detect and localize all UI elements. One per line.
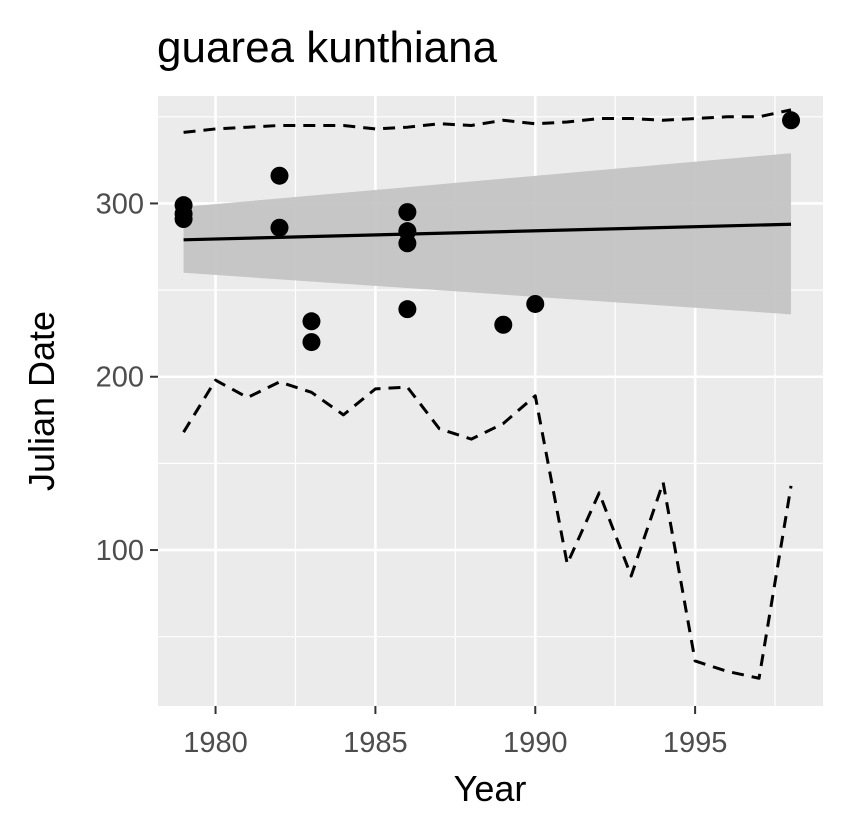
data-point: [302, 312, 321, 331]
data-point: [526, 294, 545, 313]
data-point: [174, 210, 193, 229]
data-point: [398, 234, 417, 253]
bound-lines-layer: [182, 108, 793, 680]
x-axis-title: Year: [454, 768, 527, 809]
data-point: [398, 203, 417, 222]
y-axis-title: Julian Date: [21, 311, 62, 491]
data-point: [270, 218, 289, 237]
data-point: [782, 111, 801, 130]
x-tick-label: 1995: [663, 727, 728, 759]
data-point: [494, 315, 513, 334]
data-point: [270, 166, 289, 185]
confidence-band-layer: [183, 153, 792, 315]
x-tick-label: 1980: [183, 727, 248, 759]
trend-line-layer: [183, 222, 792, 242]
x-axis: 1980 1985 1990 1995: [183, 706, 727, 759]
data-points-layer: [174, 111, 801, 352]
data-point: [398, 300, 417, 319]
x-tick-label: 1985: [343, 727, 408, 759]
confidence-band: [183, 153, 792, 315]
upper-bound-line: [183, 108, 792, 134]
x-tick-label: 1990: [503, 727, 568, 759]
y-axis: 100 200 300: [96, 188, 158, 567]
trend-line: [183, 222, 792, 242]
y-tick-label: 200: [96, 362, 144, 394]
y-tick-label: 300: [96, 188, 144, 220]
lower-bound-line: [182, 378, 793, 680]
y-tick-label: 100: [96, 535, 144, 567]
chart-title: guarea kunthiana: [157, 23, 498, 72]
data-point: [302, 333, 321, 352]
